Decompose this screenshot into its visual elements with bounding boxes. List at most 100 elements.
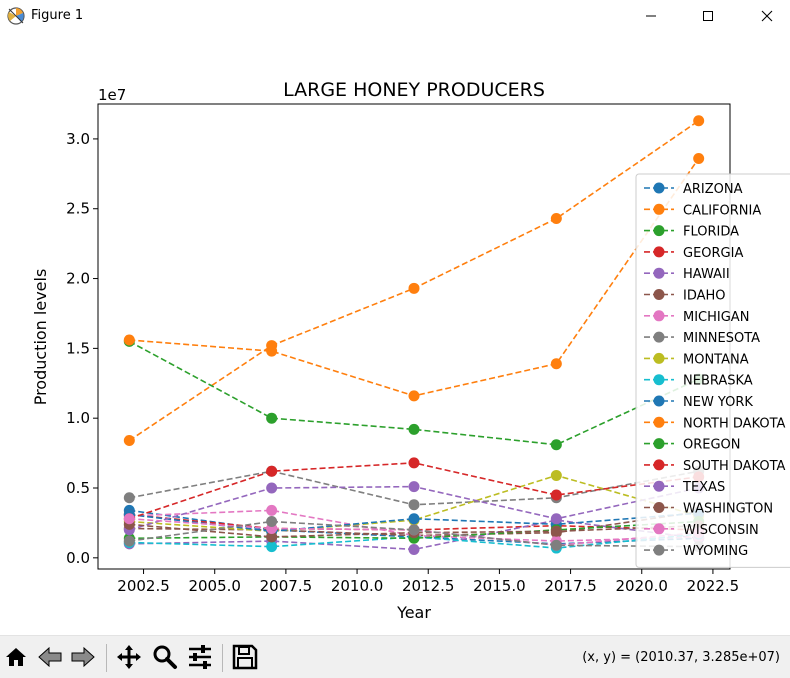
series-line <box>129 158 700 397</box>
x-tick-label: 2022.5 <box>687 577 740 595</box>
legend-label: IDAHO <box>683 289 726 304</box>
legend-item: ARIZONA <box>644 182 743 197</box>
legend-item: MONTANA <box>644 352 749 367</box>
x-tick-label: 2020.0 <box>615 577 668 595</box>
y-tick-label: 0.5 <box>66 479 90 497</box>
legend-item: TEXAS <box>644 480 725 495</box>
legend-marker <box>653 480 665 492</box>
legend-marker <box>653 182 665 194</box>
series-line <box>129 520 699 548</box>
legend-item: IDAHO <box>644 289 726 304</box>
legend-marker <box>653 395 665 407</box>
data-point <box>550 439 562 451</box>
maximize-button[interactable] <box>685 0 731 32</box>
legend-item: NORTH DAKOTA <box>644 416 786 431</box>
data-point <box>266 412 278 424</box>
data-point <box>550 358 562 370</box>
legend-marker <box>653 438 665 450</box>
legend-label: OREGON <box>683 438 741 453</box>
legend-item: WASHINGTON <box>644 502 773 517</box>
window-titlebar: Figure 1 <box>0 0 790 32</box>
toolbar-separator <box>222 644 223 672</box>
toolbar-separator <box>106 644 107 672</box>
legend-marker <box>653 203 665 215</box>
data-point <box>408 423 420 435</box>
close-button[interactable] <box>744 0 790 32</box>
x-tick-label: 2002.5 <box>117 577 170 595</box>
figure-canvas[interactable]: 2002.5 2005.0 2007.5 2010.0 2012.5 2015.0 2017… <box>0 32 790 635</box>
maximize-icon <box>703 11 713 21</box>
legend-item: WISCONSIN <box>644 523 759 538</box>
data-point <box>408 543 420 555</box>
data-point <box>123 435 135 447</box>
legend-label: WISCONSIN <box>683 523 759 538</box>
legend-label: MINNESOTA <box>683 331 760 346</box>
data-point <box>266 516 278 528</box>
legend-marker <box>653 352 665 364</box>
x-tick-label: 2012.5 <box>402 577 455 595</box>
close-icon <box>761 10 773 22</box>
legend-marker <box>653 225 665 237</box>
legend-label: WYOMING <box>683 544 748 559</box>
y-tick-label: 2.0 <box>66 270 90 288</box>
series-line <box>129 513 699 531</box>
series-north-dakota <box>123 152 705 402</box>
minimize-button[interactable] <box>628 0 674 32</box>
data-point <box>123 513 135 525</box>
legend-item: NEBRASKA <box>644 374 753 389</box>
home-button[interactable] <box>3 644 29 670</box>
data-point <box>408 282 420 294</box>
data-point <box>550 539 562 551</box>
forward-arrow-icon <box>71 646 95 668</box>
legend: ARIZONA CALIFORNIA FLORIDA GEORGIA HAWAII IDA… <box>635 173 790 568</box>
matplotlib-logo-icon <box>7 7 25 25</box>
data-point <box>408 390 420 402</box>
data-point <box>266 465 278 477</box>
move-arrows-icon <box>117 645 141 669</box>
legend-item: SOUTH DAKOTA <box>644 459 786 474</box>
series-california <box>123 115 705 447</box>
x-tick-label: 2007.5 <box>260 577 313 595</box>
legend-marker <box>653 374 665 386</box>
y-tick-label: 3.0 <box>66 130 90 148</box>
legend-item: GEORGIA <box>644 246 743 261</box>
pan-button[interactable] <box>116 644 142 670</box>
configure-subplots-button[interactable] <box>187 644 213 670</box>
legend-label: ARIZONA <box>683 182 743 197</box>
series-line <box>129 517 699 547</box>
legend-marker <box>653 289 665 300</box>
legend-marker <box>653 502 665 513</box>
y-tick-label: 1.5 <box>66 339 90 357</box>
back-button[interactable] <box>37 644 63 670</box>
data-point <box>266 345 278 357</box>
legend-item: CALIFORNIA <box>644 203 761 218</box>
home-icon <box>6 648 26 666</box>
x-tick-label: 2015.0 <box>473 577 526 595</box>
legend-label: CALIFORNIA <box>683 203 761 218</box>
data-point <box>550 489 562 501</box>
cursor-coordinates: (x, y) = (2010.37, 3.285e+07) <box>582 650 780 665</box>
y-tick-label: 2.5 <box>66 200 90 218</box>
save-button[interactable] <box>232 644 258 670</box>
navigation-toolbar: (x, y) = (2010.37, 3.285e+07) <box>0 635 790 678</box>
x-axis-label: Year <box>396 603 431 622</box>
legend-item: WYOMING <box>644 544 748 559</box>
data-point <box>550 469 562 481</box>
series-line <box>129 533 699 549</box>
data-point <box>408 457 420 469</box>
data-point <box>123 334 135 346</box>
data-point <box>408 513 420 525</box>
data-point <box>550 513 562 525</box>
data-point <box>550 525 562 537</box>
data-point <box>408 499 420 511</box>
window-title: Figure 1 <box>31 8 84 23</box>
floppy-disk-icon <box>232 644 258 670</box>
forward-button[interactable] <box>70 644 96 670</box>
legend-item: FLORIDA <box>644 225 739 240</box>
data-point <box>266 541 278 553</box>
legend-label: MICHIGAN <box>683 310 749 325</box>
zoom-button[interactable] <box>152 644 178 670</box>
line-chart: 2002.5 2005.0 2007.5 2010.0 2012.5 2015.0 2017… <box>31 79 790 622</box>
legend-marker <box>653 544 665 556</box>
series-line <box>129 523 699 538</box>
